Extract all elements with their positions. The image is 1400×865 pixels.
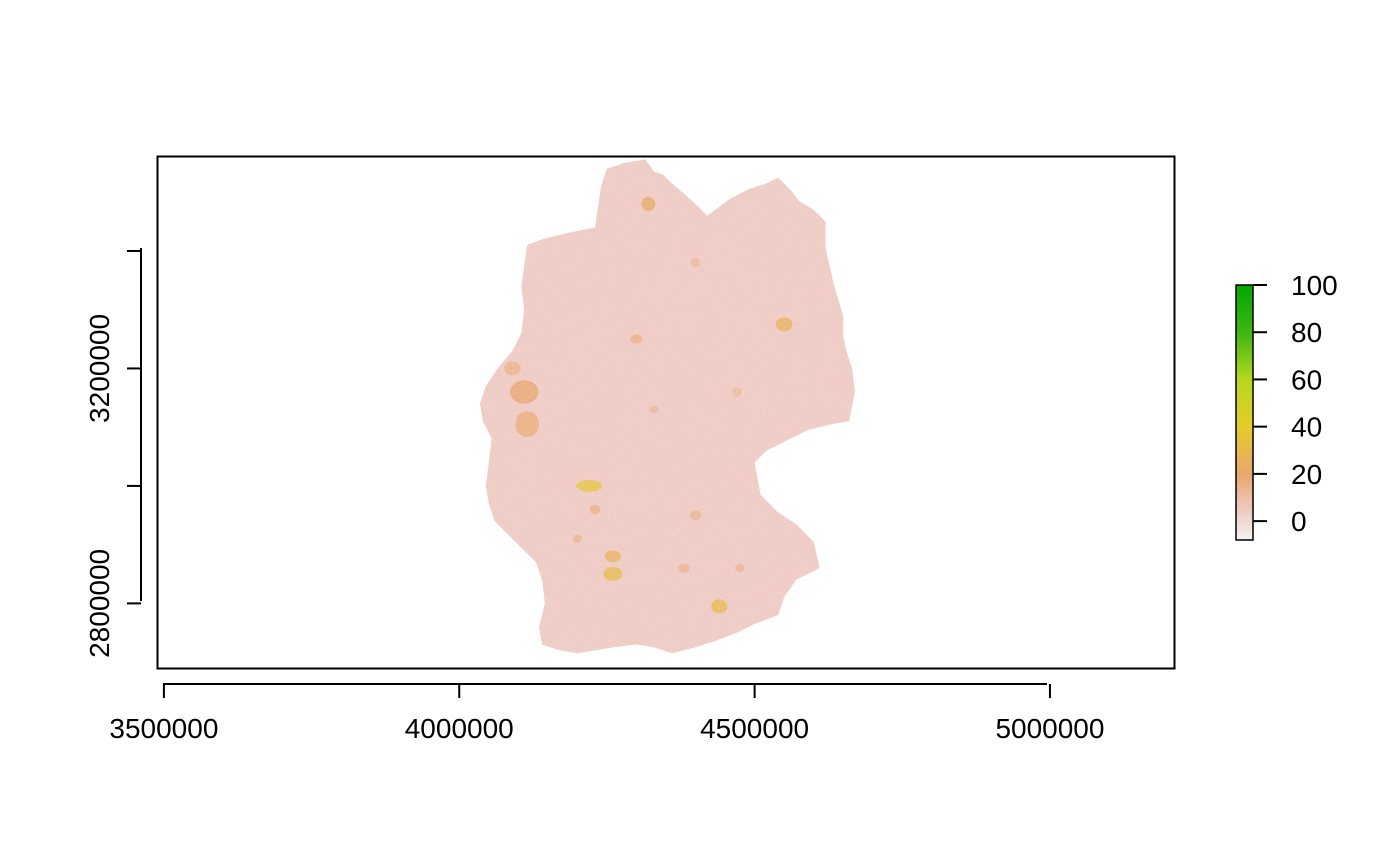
y-tick-label-2: 3200000 bbox=[84, 314, 115, 423]
legend-tick-label-5: 100 bbox=[1291, 270, 1338, 301]
speckle-texture bbox=[479, 159, 855, 654]
legend-tick-label-0: 0 bbox=[1291, 506, 1307, 537]
legend-tick-label-1: 20 bbox=[1291, 459, 1322, 490]
raster-layer bbox=[479, 159, 855, 654]
plot-frame bbox=[156, 155, 1176, 670]
y-axis: 2800000 3200000 bbox=[84, 248, 142, 658]
x-axis: 3500000 4000000 4500000 5000000 bbox=[109, 683, 1104, 744]
x-tick-label-3: 5000000 bbox=[995, 713, 1104, 744]
legend-colorbar bbox=[1235, 284, 1254, 541]
legend-tick-label-4: 80 bbox=[1291, 317, 1322, 348]
x-tick-label-2: 4500000 bbox=[700, 713, 809, 744]
y-tick-label-0: 2800000 bbox=[84, 549, 115, 658]
legend-tick-label-2: 40 bbox=[1291, 412, 1322, 443]
x-tick-label-0: 3500000 bbox=[109, 713, 218, 744]
color-legend: 0 20 40 60 80 100 bbox=[1235, 270, 1338, 541]
legend-tick-label-3: 60 bbox=[1291, 364, 1322, 395]
x-tick-label-1: 4000000 bbox=[405, 713, 514, 744]
